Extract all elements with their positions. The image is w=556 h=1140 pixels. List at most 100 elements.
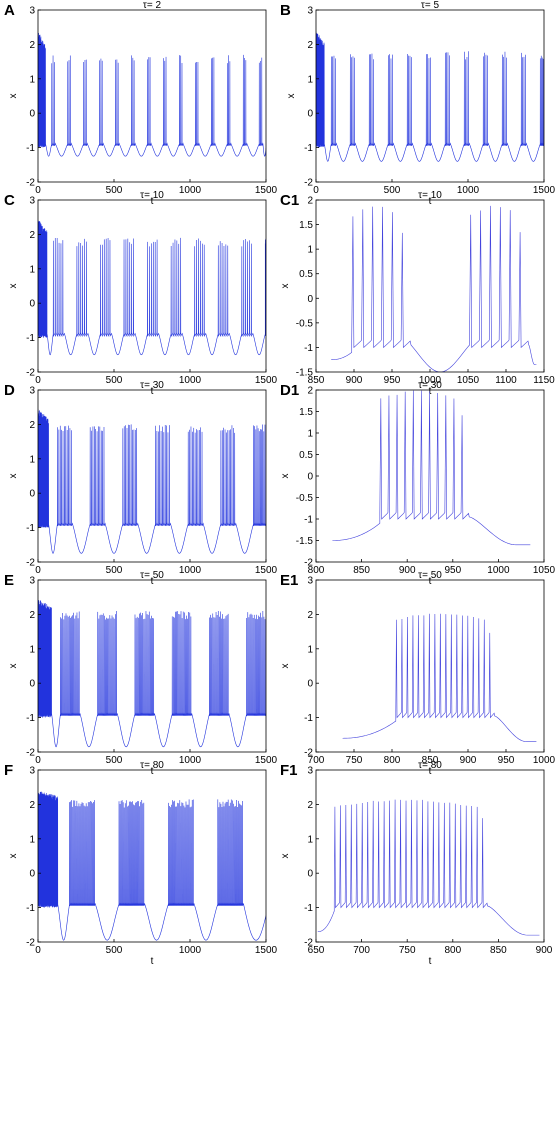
y-tick-label: -2 bbox=[26, 938, 35, 949]
x-tick-label: 900 bbox=[536, 945, 553, 956]
y-tick-label: 0 bbox=[29, 299, 35, 310]
x-tick-label: 1000 bbox=[419, 375, 442, 386]
x-tick-label: 900 bbox=[399, 565, 416, 576]
x-tick-label: 900 bbox=[460, 755, 477, 766]
y-tick-label: -1 bbox=[304, 343, 313, 354]
series-line bbox=[38, 220, 266, 356]
x-tick-label: 900 bbox=[346, 375, 363, 386]
y-tick-label: 1 bbox=[29, 644, 35, 655]
y-tick-label: 0 bbox=[307, 679, 313, 690]
y-tick-label: 3 bbox=[307, 6, 313, 17]
x-tick-label: 500 bbox=[106, 375, 123, 386]
y-tick-label: -2 bbox=[304, 938, 313, 949]
x-axis-label: t bbox=[151, 766, 154, 777]
x-tick-label: 0 bbox=[35, 565, 41, 576]
y-tick-label: 2 bbox=[29, 610, 35, 621]
chart-title: τ= 80 bbox=[418, 760, 442, 771]
y-axis-label: x bbox=[8, 664, 19, 669]
x-tick-label: 500 bbox=[384, 185, 401, 196]
chart-title: τ= 30 bbox=[140, 380, 164, 391]
x-tick-label: 1500 bbox=[533, 185, 556, 196]
y-tick-label: -2 bbox=[304, 178, 313, 189]
series-line bbox=[38, 791, 266, 941]
x-tick-label: 1500 bbox=[255, 945, 278, 956]
x-tick-label: 1000 bbox=[179, 755, 202, 766]
x-tick-label: 700 bbox=[353, 945, 370, 956]
y-axis-label: x bbox=[280, 854, 291, 859]
y-tick-label: 3 bbox=[29, 6, 35, 17]
x-tick-label: 1050 bbox=[533, 565, 556, 576]
series-line bbox=[38, 32, 266, 157]
y-tick-label: 0 bbox=[29, 679, 35, 690]
y-tick-label: 0 bbox=[29, 109, 35, 120]
y-tick-label: 0.5 bbox=[299, 269, 313, 280]
y-tick-label: 0 bbox=[307, 869, 313, 880]
y-tick-label: 0 bbox=[307, 472, 313, 483]
x-tick-label: 1000 bbox=[457, 185, 480, 196]
y-tick-label: 1 bbox=[29, 264, 35, 275]
y-tick-label: 1 bbox=[307, 245, 313, 256]
x-tick-label: 850 bbox=[353, 565, 370, 576]
x-tick-label: 650 bbox=[308, 945, 325, 956]
y-axis-label: x bbox=[280, 474, 291, 479]
y-tick-label: 2 bbox=[307, 40, 313, 51]
y-tick-label: 3 bbox=[29, 576, 35, 587]
x-tick-label: 0 bbox=[35, 375, 41, 386]
y-tick-label: -2 bbox=[26, 748, 35, 759]
y-tick-label: -1 bbox=[304, 515, 313, 526]
x-tick-label: 500 bbox=[106, 185, 123, 196]
panel-letter-c: C bbox=[4, 192, 15, 209]
panel-letter-e1: E1 bbox=[280, 572, 299, 589]
x-tick-label: 1150 bbox=[533, 375, 555, 386]
y-tick-label: 3 bbox=[307, 576, 313, 587]
axes-frame bbox=[37, 9, 267, 183]
x-tick-label: 1500 bbox=[255, 755, 278, 766]
x-tick-label: 1000 bbox=[533, 755, 556, 766]
x-tick-label: 1500 bbox=[255, 375, 278, 386]
panel-letter-e: E bbox=[4, 572, 15, 589]
y-tick-label: 1 bbox=[29, 74, 35, 85]
y-tick-label: 2 bbox=[29, 800, 35, 811]
y-tick-label: -0.5 bbox=[296, 493, 314, 504]
y-tick-label: 1 bbox=[307, 429, 313, 440]
x-tick-label: 850 bbox=[490, 945, 507, 956]
axes-frame bbox=[37, 199, 267, 373]
chart-title: τ= 10 bbox=[140, 190, 164, 201]
y-tick-label: 1.5 bbox=[299, 407, 313, 418]
x-tick-label: 1000 bbox=[179, 565, 202, 576]
y-axis-label: x bbox=[280, 284, 291, 289]
x-tick-label: 0 bbox=[35, 185, 41, 196]
x-tick-label: 850 bbox=[422, 755, 439, 766]
y-tick-label: -1 bbox=[26, 333, 35, 344]
y-tick-label: -2 bbox=[26, 178, 35, 189]
y-tick-label: -1 bbox=[26, 903, 35, 914]
series-line bbox=[342, 613, 537, 742]
y-tick-label: -1 bbox=[26, 143, 35, 154]
x-tick-label: 0 bbox=[313, 185, 319, 196]
series-line bbox=[332, 390, 531, 546]
y-tick-label: -1 bbox=[304, 713, 313, 724]
y-tick-label: -2 bbox=[304, 558, 313, 569]
y-tick-label: 0 bbox=[307, 294, 313, 305]
x-axis-label: t bbox=[429, 576, 432, 587]
y-tick-label: 2 bbox=[29, 40, 35, 51]
panel-letter-d: D bbox=[4, 382, 15, 399]
y-axis-label: x bbox=[8, 94, 19, 99]
y-tick-label: -1.5 bbox=[296, 536, 314, 547]
y-axis-label: x bbox=[8, 474, 19, 479]
series-line bbox=[38, 600, 266, 748]
x-axis-label: t bbox=[429, 956, 432, 967]
x-tick-label: 800 bbox=[308, 565, 325, 576]
panel-letter-a: A bbox=[4, 2, 15, 19]
y-tick-label: -2 bbox=[304, 748, 313, 759]
y-tick-label: 0.5 bbox=[299, 450, 313, 461]
x-axis-label: t bbox=[151, 576, 154, 587]
x-tick-label: 800 bbox=[384, 755, 401, 766]
x-axis-label: t bbox=[429, 196, 432, 207]
series-line bbox=[317, 799, 540, 936]
y-tick-label: 3 bbox=[29, 196, 35, 207]
y-tick-label: 0 bbox=[307, 109, 313, 120]
axes-frame bbox=[315, 9, 545, 183]
